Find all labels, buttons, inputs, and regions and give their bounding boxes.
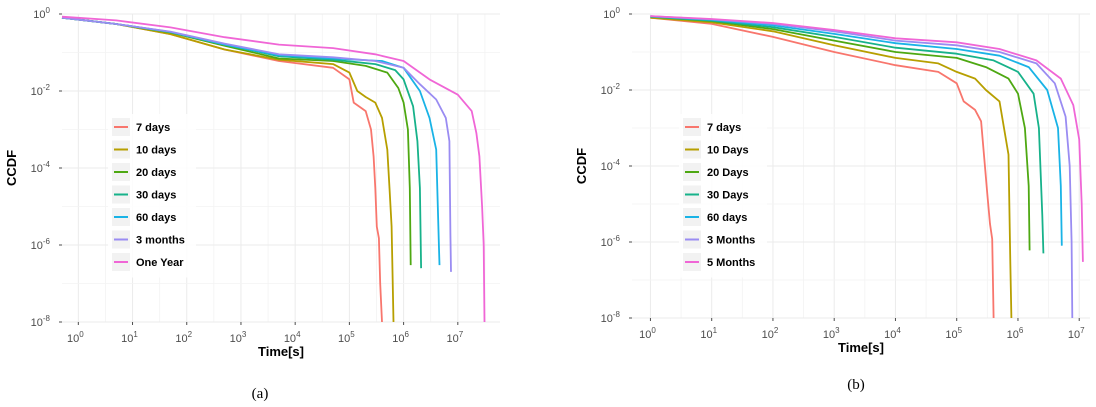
x-tick-labels: 100 101 102 103 104 105 106 107 <box>639 318 1085 341</box>
legend-label: 7 days <box>707 122 741 134</box>
x-tick-label: 107 <box>1068 326 1085 341</box>
series-lines <box>650 15 1084 319</box>
x-tick-labels: 100 101 102 103 104 105 106 107 <box>67 322 464 345</box>
legend-label: 5 Months <box>707 257 755 269</box>
x-tick-label: 106 <box>1007 326 1024 341</box>
legend-label: 60 days <box>707 212 747 224</box>
legend-label: 10 days <box>136 145 176 157</box>
y-tick-label: 10-6 <box>31 237 51 252</box>
x-tick-label: 105 <box>945 326 962 341</box>
series-line-7 <box>61 15 486 323</box>
x-tick-label: 101 <box>121 330 138 345</box>
y-tick-label: 10-4 <box>31 160 51 175</box>
x-tick-label: 107 <box>446 330 463 345</box>
series-line-2 <box>650 16 1013 319</box>
legend-label: 20 Days <box>707 167 749 179</box>
legend-label: 3 Months <box>707 235 755 247</box>
x-tick-label: 103 <box>823 326 840 341</box>
y-tick-label: 10-2 <box>601 82 621 97</box>
x-tick-label: 100 <box>639 326 656 341</box>
series-line-7 <box>650 15 1084 262</box>
legend-label: 60 days <box>136 212 176 224</box>
legend-label: 7 days <box>136 122 170 134</box>
chart-panel-1: 100 101 102 103 104 105 106 10710010-210-410-61… <box>4 6 500 402</box>
series-line-4 <box>650 15 1045 254</box>
series-line-3 <box>650 15 1031 251</box>
series-line-6 <box>61 16 452 272</box>
x-tick-label: 100 <box>67 330 84 345</box>
x-tick-label: 105 <box>338 330 355 345</box>
series-line-1 <box>650 16 995 319</box>
x-tick-label: 102 <box>762 326 779 341</box>
legend-label: 30 days <box>136 190 176 202</box>
x-tick-label: 101 <box>700 326 717 341</box>
x-tick-label: 102 <box>175 330 192 345</box>
y-axis-title: CCDF <box>574 148 589 184</box>
y-axis-title: CCDF <box>4 150 19 186</box>
y-tick-label: 10-8 <box>31 314 51 329</box>
chart-panel-2: 100 101 102 103 104 105 106 10710010-210-410-61… <box>574 6 1090 393</box>
y-tick-label: 100 <box>603 6 620 21</box>
legend-label: One Year <box>136 257 184 269</box>
legend: 7 days 10 days 20 days 30 days 60 days 3 mont… <box>108 114 196 278</box>
y-tick-label: 10-8 <box>601 310 621 325</box>
y-tick-label: 10-4 <box>601 158 621 173</box>
y-tick-label: 100 <box>33 6 50 21</box>
panel-caption: (b) <box>847 377 865 393</box>
y-tick-label: 10-6 <box>601 234 621 249</box>
x-tick-label: 106 <box>392 330 409 345</box>
x-tick-label: 104 <box>284 330 301 345</box>
panel-caption: (a) <box>252 386 269 402</box>
legend-label: 3 months <box>136 235 185 247</box>
x-axis-title: Time[s] <box>258 344 304 359</box>
x-axis-title: Time[s] <box>838 340 884 355</box>
x-tick-label: 103 <box>230 330 247 345</box>
y-tick-labels: 100 10-2 10-4 10-6 10-8 <box>31 6 62 329</box>
series-lines <box>61 15 486 323</box>
x-tick-label: 104 <box>884 326 901 341</box>
series-line-2 <box>61 16 395 323</box>
legend: 7 days 10 Days 20 Days 30 Days 60 days 3 Mont… <box>679 114 767 278</box>
legend-label: 10 Days <box>707 145 749 157</box>
y-tick-labels: 100 10-2 10-4 10-6 10-8 <box>601 6 632 325</box>
series-line-5 <box>650 15 1063 246</box>
y-tick-label: 10-2 <box>31 83 51 98</box>
legend-label: 20 days <box>136 167 176 179</box>
legend-label: 30 Days <box>707 190 749 202</box>
